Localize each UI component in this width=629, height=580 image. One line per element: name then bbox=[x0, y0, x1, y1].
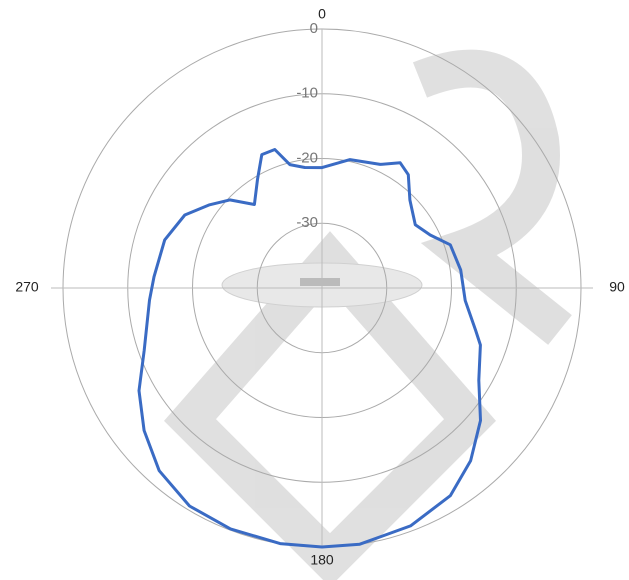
angle-tick-label: 270 bbox=[15, 279, 39, 295]
r-tick-label: 0 bbox=[310, 20, 318, 37]
r-tick-label: -20 bbox=[296, 149, 318, 166]
watermark-shape bbox=[163, 231, 497, 580]
watermark bbox=[163, 49, 572, 580]
angle-tick-label: 0 bbox=[318, 6, 326, 22]
pattern-line bbox=[137, 148, 482, 549]
watermark-shape bbox=[412, 49, 572, 345]
device-ports bbox=[300, 278, 340, 286]
r-tick-label: -10 bbox=[296, 85, 318, 102]
angle-tick-label: 180 bbox=[310, 552, 334, 568]
plot-area: 0 -10 -20 -30 0 90 180 270 bbox=[15, 6, 625, 568]
angle-tick-label: 90 bbox=[609, 279, 625, 295]
r-tick-label: -30 bbox=[296, 214, 318, 231]
